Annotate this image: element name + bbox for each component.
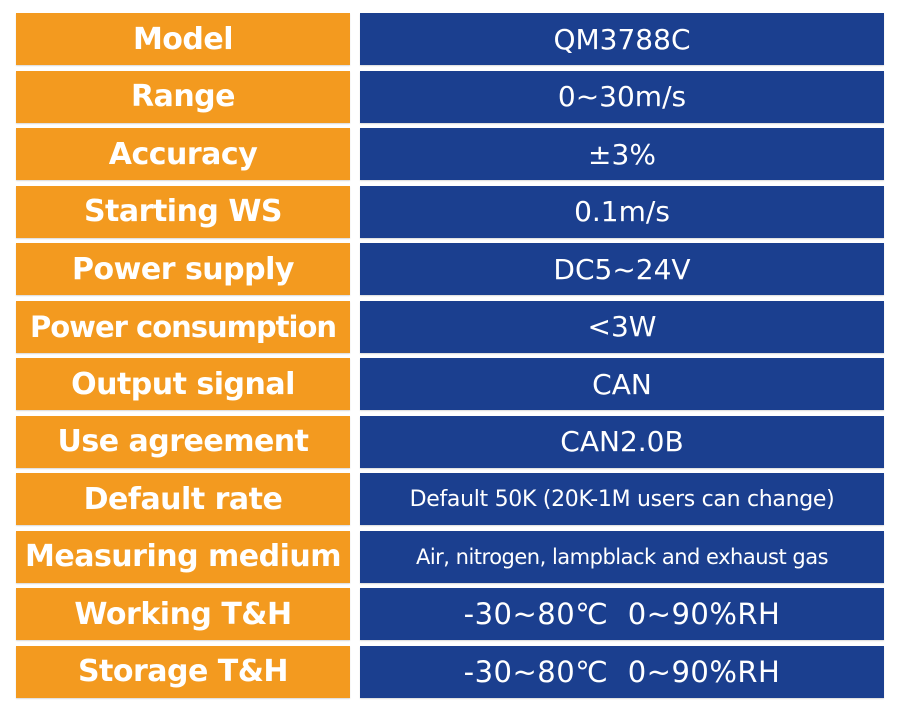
- spec-row-power-consumption: Power consumption <3W: [16, 300, 884, 353]
- spec-label: Starting WS: [16, 185, 350, 238]
- spec-label: Power supply: [16, 243, 350, 295]
- spec-label: Measuring medium: [16, 530, 350, 583]
- spec-value: 0~30m/s: [360, 70, 884, 123]
- spec-label: Model: [16, 13, 350, 65]
- spec-row-output-signal: Output signal CAN: [16, 358, 884, 410]
- spec-row-storage-th: Storage T&H -30~80℃ 0~90%RH: [16, 645, 884, 698]
- spec-label: Storage T&H: [16, 645, 350, 698]
- spec-label: Accuracy: [16, 128, 350, 180]
- spec-label: Working T&H: [16, 588, 350, 640]
- spec-value: 0.1m/s: [360, 185, 884, 238]
- spec-row-use-agreement: Use agreement CAN2.0B: [16, 415, 884, 468]
- spec-label: Output signal: [16, 358, 350, 410]
- spec-value: Air, nitrogen, lampblack and exhaust gas: [360, 530, 884, 583]
- spec-value: -30~80℃ 0~90%RH: [360, 588, 884, 640]
- spec-row-range: Range 0~30m/s: [16, 70, 884, 123]
- spec-value: ±3%: [360, 128, 884, 180]
- spec-value: CAN: [360, 358, 884, 410]
- spec-label: Power consumption: [16, 300, 350, 353]
- spec-label: Use agreement: [16, 415, 350, 468]
- spec-value: Default 50K (20K-1M users can change): [360, 473, 884, 525]
- spec-value: <3W: [360, 300, 884, 353]
- spec-row-accuracy: Accuracy ±3%: [16, 128, 884, 180]
- spec-value: QM3788C: [360, 13, 884, 65]
- spec-row-measuring-medium: Measuring medium Air, nitrogen, lampblac…: [16, 530, 884, 583]
- spec-label: Range: [16, 70, 350, 123]
- spec-label: Default rate: [16, 473, 350, 525]
- spec-row-starting-ws: Starting WS 0.1m/s: [16, 185, 884, 238]
- spec-value: CAN2.0B: [360, 415, 884, 468]
- spec-row-power-supply: Power supply DC5~24V: [16, 243, 884, 295]
- spec-value: -30~80℃ 0~90%RH: [360, 645, 884, 698]
- spec-row-model: Model QM3788C: [16, 13, 884, 65]
- spec-table: Model QM3788C Range 0~30m/s Accuracy ±3%…: [16, 13, 884, 698]
- spec-row-working-th: Working T&H -30~80℃ 0~90%RH: [16, 588, 884, 640]
- spec-value: DC5~24V: [360, 243, 884, 295]
- spec-row-default-rate: Default rate Default 50K (20K-1M users c…: [16, 473, 884, 525]
